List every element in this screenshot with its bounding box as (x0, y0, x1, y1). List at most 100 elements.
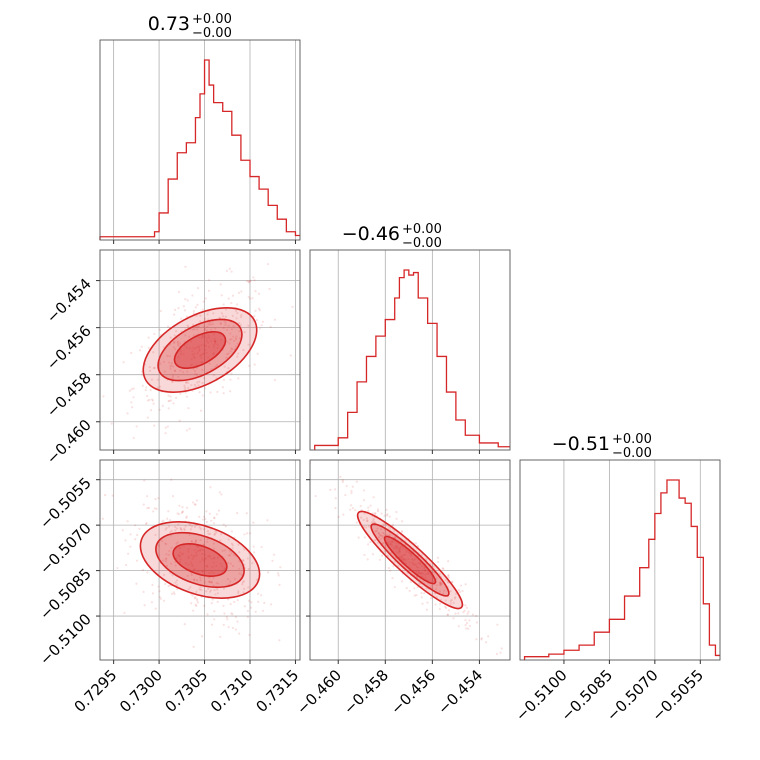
sample-point (409, 580, 412, 583)
sample-point (202, 548, 205, 552)
sample-point (233, 600, 236, 604)
sample-point (381, 536, 384, 539)
sample-point (241, 581, 245, 584)
sample-point (121, 529, 124, 532)
sample-point (222, 378, 226, 381)
sample-point (171, 380, 174, 383)
sample-point (258, 327, 262, 330)
sample-point (208, 278, 211, 282)
sample-point (231, 314, 234, 318)
sample-point (202, 352, 205, 356)
sample-point (165, 462, 167, 464)
sample-point (195, 373, 199, 376)
sample-point (401, 555, 404, 558)
sample-point (419, 562, 422, 566)
sample-point (151, 399, 155, 402)
param-title-0: 0.73 (148, 13, 190, 35)
sample-point (208, 512, 211, 515)
sample-point (123, 611, 126, 615)
param-title-1: −0.46 (342, 223, 400, 245)
sample-point (170, 478, 173, 481)
sample-point (171, 574, 174, 577)
sample-point (195, 579, 199, 582)
sample-point (135, 425, 138, 428)
axes-frame (309, 249, 511, 451)
sample-point (219, 322, 223, 325)
sample-point (270, 603, 273, 606)
contour-1 (157, 318, 243, 382)
sample-point (141, 568, 145, 572)
sample-point (167, 553, 170, 556)
sample-point (465, 621, 469, 625)
sample-point (421, 575, 424, 578)
sample-point (195, 545, 198, 548)
sample-point (170, 592, 173, 595)
sample-point (255, 578, 258, 582)
sample-point (155, 507, 158, 510)
sample-point (201, 394, 204, 397)
sample-point (248, 532, 252, 535)
sample-point (179, 353, 182, 356)
sample-point (202, 558, 205, 562)
sample-point (241, 583, 244, 586)
sample-point (242, 559, 245, 562)
sample-point (342, 513, 345, 516)
sample-point (214, 593, 217, 596)
sample-point (191, 323, 195, 326)
sample-point (173, 340, 176, 344)
sample-point (226, 618, 229, 621)
sample-point (216, 556, 219, 559)
sample-point (450, 598, 453, 602)
sample-point (181, 510, 184, 513)
y-tick-label: −0.458 (43, 369, 95, 421)
sample-point (213, 517, 216, 520)
sample-point (230, 328, 233, 331)
sample-point (193, 525, 197, 529)
sample-point (410, 554, 413, 557)
sample-point (209, 391, 212, 394)
sample-point (277, 574, 280, 577)
sample-point (239, 315, 243, 319)
sample-point (252, 521, 255, 524)
sample-point (211, 598, 214, 601)
sample-point (166, 354, 169, 357)
sample-point (164, 432, 167, 435)
sample-point (402, 558, 405, 562)
sample-point (236, 303, 239, 306)
sample-point (187, 563, 190, 566)
sample-point (165, 543, 168, 546)
sample-point (408, 565, 411, 568)
sample-point (232, 335, 235, 338)
sample-point (189, 364, 192, 367)
sample-point (236, 599, 239, 602)
sample-point (242, 580, 246, 583)
sample-point (238, 567, 241, 570)
sample-point (195, 554, 198, 557)
sample-point (201, 352, 205, 355)
sample-point (382, 532, 385, 535)
sample-point (178, 504, 181, 507)
sample-point (252, 545, 255, 548)
sample-point (334, 497, 337, 500)
sample-point (208, 571, 211, 574)
sample-point (203, 604, 206, 607)
sample-point (212, 547, 216, 550)
sample-point (186, 370, 189, 373)
sample-point (235, 335, 238, 338)
sample-point (130, 401, 133, 404)
sample-point (355, 480, 358, 483)
sample-point (500, 647, 503, 650)
sample-point (201, 552, 204, 556)
sample-point (237, 291, 240, 294)
sample-point (375, 530, 378, 533)
sample-point (150, 398, 154, 401)
sample-point (184, 334, 187, 337)
sample-point (400, 540, 403, 543)
sample-point (169, 336, 172, 339)
sample-point (484, 641, 488, 644)
sample-point (227, 297, 230, 300)
sample-point (464, 619, 467, 622)
sample-point (230, 542, 234, 545)
sample-point (192, 609, 195, 612)
sample-point (196, 325, 199, 329)
